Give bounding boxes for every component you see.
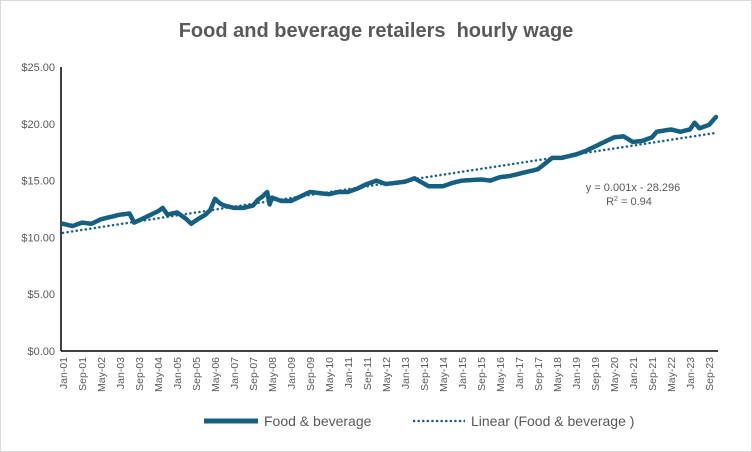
x-tick-label: Jan-15 <box>457 357 469 389</box>
legend-label-trendline: Linear (Food & beverage ) <box>471 413 635 429</box>
x-tick-label: May-12 <box>381 357 393 392</box>
legend-line-solid-icon <box>204 418 258 424</box>
y-tick-label: $5.00 <box>27 289 55 301</box>
x-tick-label: Sep-13 <box>419 357 431 391</box>
x-tick-label: Sep-17 <box>533 357 545 391</box>
y-tick-label: $25.00 <box>21 62 55 74</box>
x-tick-label: May-18 <box>552 357 564 392</box>
y-tick-label: $0.00 <box>27 346 55 358</box>
x-tick-label: Jan-13 <box>400 357 412 389</box>
legend-line-dotted-icon <box>413 419 465 423</box>
series-line-food-beverage <box>60 114 719 229</box>
x-tick-label: May-14 <box>438 357 450 392</box>
x-tick-label: May-08 <box>267 357 279 392</box>
trendline-equation: y = 0.001x - 28.296 <box>586 182 680 194</box>
x-tick-label: May-16 <box>495 357 507 392</box>
x-tick-label: Jan-09 <box>286 357 298 389</box>
y-tick-label: $20.00 <box>21 119 55 131</box>
x-tick-label: Jan-11 <box>343 357 355 388</box>
legend-item-series: Food & beverage <box>204 413 371 429</box>
x-tick-label: Sep-03 <box>134 357 146 391</box>
y-tick-label: $15.00 <box>21 176 55 188</box>
chart-title: Food and beverage retailers hourly wage <box>178 20 574 42</box>
x-tick-label: Sep-21 <box>647 357 659 391</box>
x-tick-label: Sep-01 <box>77 357 89 391</box>
trendline-r-squared: R2 = 0.94 <box>606 196 652 208</box>
x-tick-label: Jan-01 <box>58 357 70 389</box>
trendline-linear <box>61 131 718 235</box>
x-tick-label: May-22 <box>666 357 678 392</box>
x-tick-label: Sep-15 <box>476 357 488 391</box>
y-tick-label: $10.00 <box>21 232 55 244</box>
x-tick-label: Jan-03 <box>115 357 127 389</box>
x-tick-label: Sep-09 <box>305 357 317 391</box>
x-tick-label: Jan-17 <box>514 357 526 389</box>
x-tick-label: May-02 <box>96 357 108 392</box>
x-tick-label: May-06 <box>210 357 222 392</box>
x-tick-label: Sep-19 <box>590 357 602 391</box>
x-tick-label: Jan-05 <box>172 357 184 389</box>
x-tick-label: Sep-05 <box>191 357 203 391</box>
x-tick-label: Jan-23 <box>685 357 697 389</box>
legend-item-trendline: Linear (Food & beverage ) <box>413 413 634 429</box>
x-tick-label: Sep-11 <box>362 357 374 390</box>
x-tick-label: May-20 <box>609 357 621 392</box>
x-tick-label: Sep-23 <box>704 357 716 391</box>
x-tick-label: Jan-19 <box>571 357 583 389</box>
x-tick-label: May-10 <box>324 357 336 392</box>
x-tick-label: Jan-21 <box>628 357 640 389</box>
x-tick-label: Jan-07 <box>229 357 241 389</box>
legend-label-series: Food & beverage <box>264 413 372 429</box>
x-tick-label: May-04 <box>153 357 165 392</box>
x-tick-label: Sep-07 <box>248 357 260 391</box>
